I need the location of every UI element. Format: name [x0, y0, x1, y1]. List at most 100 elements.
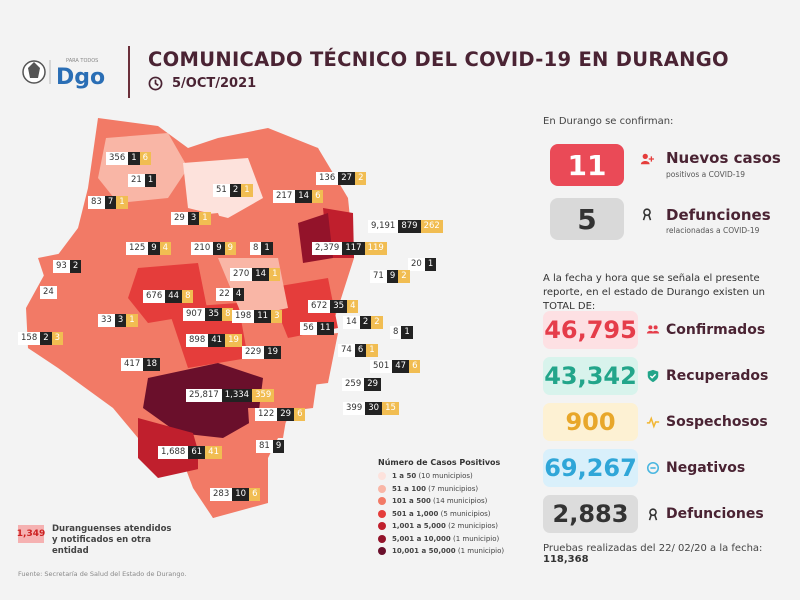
pruebas-line: Pruebas realizadas del 22/ 02/20 a la fe… — [543, 543, 800, 565]
map-value: 9 — [224, 242, 237, 255]
map-value: 29 — [171, 212, 188, 225]
confirm-heading: En Durango se confirman: — [543, 116, 674, 127]
map-value: 259 — [342, 378, 365, 391]
map-label-simón-bolívar: 56 11 — [300, 322, 334, 335]
map-value: 30 — [365, 402, 383, 415]
legend-swatch — [378, 472, 386, 481]
map-value: 6 — [409, 360, 421, 373]
map-label-guanaceví: 93 2 — [53, 260, 82, 273]
suspected-value: 900 — [543, 403, 638, 441]
pulse-icon — [646, 416, 660, 429]
map-label-villa-hidalgo: 29 3 1 — [171, 212, 211, 225]
deaths-total-value: 2,883 — [543, 495, 638, 533]
map-value: 47 — [392, 360, 410, 373]
map-value: 11 — [254, 310, 272, 323]
map-value: 71 — [370, 270, 387, 283]
map-value: 15 — [382, 402, 399, 415]
map-value: 229 — [242, 346, 265, 359]
map-value: 83 — [88, 196, 105, 209]
map-value: 41 — [205, 446, 222, 459]
ribbon-icon-total — [648, 508, 658, 521]
map-value: 1 — [424, 258, 437, 271]
pruebas-text: Pruebas realizadas del 22/ 02/20 a la fe… — [543, 543, 763, 554]
map-value: 6 — [312, 190, 324, 203]
map-value: 8 — [222, 308, 234, 321]
map-label-ocampo: 356 1 6 — [106, 152, 152, 165]
legend: Número de Casos Positivos 1 a 50 (10 mun… — [378, 458, 528, 558]
region-tepehuanes — [73, 223, 168, 273]
region-tamazula — [28, 303, 108, 373]
map-label-poanas: 259 29 — [342, 378, 382, 391]
map-value: 676 — [143, 290, 166, 303]
legend-label: 501 a 1,000 (5 municipios) — [392, 509, 491, 518]
map-label-durango: 25,817 1,334 359 — [186, 389, 275, 402]
map-value: 19 — [225, 334, 242, 347]
legend-title: Número de Casos Positivos — [378, 458, 501, 467]
map-value: 56 — [300, 322, 317, 335]
map-value: 2 — [69, 260, 82, 273]
region-north-pale — [98, 133, 188, 203]
confirmed-value: 46,795 — [543, 311, 638, 349]
negative-label: Negativos — [666, 460, 746, 476]
map-value: 2 — [229, 184, 242, 197]
map-value: 356 — [106, 152, 129, 165]
map-value: 119 — [364, 242, 387, 255]
map-label-mapimí: 217 14 6 — [273, 190, 324, 203]
map-value: 33 — [98, 314, 115, 327]
map-label-san-bernardo: 21 1 — [128, 174, 157, 187]
suspected-label: Sospechosos — [666, 414, 768, 430]
map-value: 6 — [294, 408, 306, 421]
map-value: 3 — [51, 332, 64, 345]
map-label-pánuco: 229 19 — [242, 346, 282, 359]
map-value: 19 — [264, 346, 282, 359]
map-value: 6 — [139, 152, 152, 165]
map-value: 35 — [205, 308, 223, 321]
map-value: 8 — [250, 242, 262, 255]
map-label-peñón-blanco: 14 2 2 — [343, 316, 383, 329]
map-value: 672 — [308, 300, 331, 313]
negative-circle-icon — [646, 461, 660, 475]
map-label-tepehuanes: 125 9 4 — [126, 242, 172, 255]
map-value: 283 — [210, 488, 233, 501]
recovered-value: 43,342 — [543, 357, 638, 395]
map-value: 262 — [420, 220, 443, 233]
legend-label: 1,001 a 5,000 (2 municipios) — [392, 522, 499, 531]
legend-swatch — [378, 547, 386, 556]
deaths-value: 5 — [550, 198, 624, 240]
map-label-cuencamé: 672 35 4 — [308, 300, 359, 313]
map-value: 3 — [271, 310, 283, 323]
pruebas-value: 118,368 — [543, 554, 589, 565]
map-value: 158 — [18, 332, 41, 345]
map-value: 18 — [143, 358, 161, 371]
map-value: 35 — [330, 300, 348, 313]
legend-item: 101 a 500 (14 municipios) — [378, 495, 528, 508]
legend-item: 501 a 1,000 (5 municipios) — [378, 508, 528, 521]
map-value: 270 — [230, 268, 253, 281]
logo-small-text: PARA TODOS — [66, 58, 98, 64]
map-value: 136 — [316, 172, 339, 185]
legend-label: 1 a 50 (10 municipios) — [392, 472, 473, 481]
map-value: 198 — [232, 310, 255, 323]
clock-icon — [148, 76, 163, 91]
map-value: 93 — [53, 260, 70, 273]
map-label-el-oro: 210 9 9 — [191, 242, 237, 255]
map-value: 21 — [128, 174, 145, 187]
map-label-nazas: 71 9 2 — [370, 270, 410, 283]
legend-swatch — [378, 534, 386, 543]
map-label-rodeo: 270 14 1 — [230, 268, 281, 281]
state-seal-icon — [22, 60, 46, 84]
deaths-title: Defunciones — [666, 206, 771, 224]
map-value: 1 — [241, 184, 253, 197]
map-value: 22 — [216, 288, 233, 301]
legend-item: 10,001 a 50,000 (1 municipio) — [378, 545, 528, 558]
map-value: 1 — [401, 326, 413, 339]
legend-swatch — [378, 484, 386, 493]
header-divider — [128, 46, 130, 98]
map-value: 1 — [144, 174, 157, 187]
legend-label: 10,001 a 50,000 (1 municipio) — [392, 547, 505, 556]
map-value: 14 — [343, 316, 360, 329]
map-value: 3 — [187, 212, 200, 225]
map-value: 1 — [366, 344, 378, 357]
map-value: 29 — [364, 378, 382, 391]
